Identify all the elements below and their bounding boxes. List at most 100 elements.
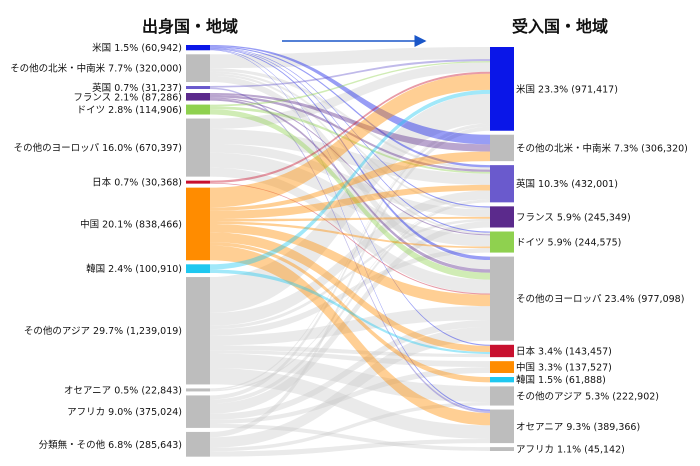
- source-label-de: ドイツ 2.8% (114,906): [77, 105, 182, 116]
- flows-layer: [210, 45, 490, 457]
- source-node-jp[interactable]: [186, 180, 210, 184]
- source-label-oeu: その他のヨーロッパ 16.0% (670,397): [14, 142, 182, 154]
- source-nodes: 米国 1.5% (60,942) その他の北米・中南米 7.7% (320,000…: [10, 42, 210, 457]
- flow-ribbon-oas-to-cn: [210, 350, 490, 368]
- flow-ribbon-jp-to-oeu: [210, 182, 490, 295]
- source-label-uk: 英国 0.7% (31,237): [92, 82, 182, 94]
- target-label-cn: 中国 3.3% (137,527): [516, 362, 612, 374]
- source-label-cn: 中国 20.1% (838,466): [80, 218, 182, 230]
- target-node-oam[interactable]: [490, 134, 514, 162]
- target-node-kr[interactable]: [490, 377, 514, 383]
- flow-ribbon-oas-to-de: [210, 248, 490, 336]
- flow-ribbon-cn-to-jp: [210, 232, 490, 353]
- flow-ribbon-oam-to-fr: [210, 71, 490, 210]
- flow-ribbon-fr-to-oam: [210, 93, 490, 152]
- flow-ribbon-us-to-jp: [210, 49, 490, 346]
- flow-ribbon-us-to-oc: [210, 49, 490, 411]
- flow-ribbon-de-to-uk: [210, 106, 490, 174]
- flow-ribbon-uk-to-oc: [210, 87, 490, 413]
- flow-ribbon-oas-to-uk: [210, 190, 490, 326]
- source-node-kr[interactable]: [186, 264, 210, 274]
- source-label-fr: フランス 2.1% (87,286): [73, 92, 182, 103]
- flow-ribbon-cn-to-oeu: [210, 223, 490, 307]
- flow-ribbon-oam-to-uk: [210, 68, 490, 170]
- target-label-jp: 日本 3.4% (143,457): [516, 345, 612, 357]
- source-node-us[interactable]: [186, 45, 210, 51]
- flow-ribbon-fr-to-de: [210, 97, 490, 236]
- flow-ribbon-us-to-oam: [210, 45, 490, 145]
- flow-ribbon-oas-to-oas: [210, 353, 490, 403]
- target-node-uk[interactable]: [490, 165, 514, 203]
- target-label-oam: その他の北米・中南米 7.3% (306,320): [516, 142, 688, 154]
- target-node-oeu[interactable]: [490, 256, 514, 341]
- flow-ribbon-af-to-cn: [210, 367, 490, 424]
- flow-ribbon-us-to-fr: [210, 47, 490, 208]
- flow-ribbon-oas-to-oeu: [210, 306, 490, 346]
- right-title: 受入国・地域: [512, 17, 608, 36]
- flow-ribbon-oas-to-us: [210, 93, 490, 313]
- source-node-oc[interactable]: [186, 388, 210, 392]
- target-node-af[interactable]: [490, 447, 514, 451]
- source-label-af: アフリカ 9.0% (375,024): [67, 407, 182, 418]
- source-node-un[interactable]: [186, 431, 210, 457]
- source-label-oc: オセアニア 0.5% (22,843): [64, 385, 182, 396]
- source-node-cn[interactable]: [186, 187, 210, 261]
- target-node-us[interactable]: [490, 47, 514, 131]
- flow-ribbon-cn-to-kr: [210, 242, 490, 383]
- target-nodes: 米国 23.3% (971,417) その他の北米・中南米 7.3% (306,3…: [490, 47, 688, 456]
- source-node-oas[interactable]: [186, 277, 210, 385]
- flow-ribbon-un-to-oeu: [210, 326, 490, 448]
- flow-ribbon-cn-to-oc: [210, 245, 490, 426]
- source-node-uk[interactable]: [186, 86, 210, 90]
- flow-ribbon-oam-to-de: [210, 73, 490, 235]
- flow-ribbon-oeu-to-us: [210, 62, 490, 129]
- flow-ribbon-oam-to-us: [210, 47, 490, 69]
- flow-ribbon-un-to-oc: [210, 439, 490, 457]
- flow-ribbon-oas-to-jp: [210, 345, 490, 358]
- flow-ribbon-oc-to-us: [210, 123, 490, 390]
- target-node-cn[interactable]: [490, 361, 514, 374]
- flow-ribbon-oeu-to-oeu: [210, 167, 490, 294]
- source-node-de[interactable]: [186, 104, 210, 115]
- flow-ribbon-oeu-to-fr: [210, 143, 490, 217]
- target-node-de[interactable]: [490, 231, 514, 253]
- flow-ribbon-un-to-us: [210, 126, 490, 438]
- flow-ribbon-cn-to-uk: [210, 184, 490, 220]
- flow-ribbon-de-to-us: [210, 61, 490, 107]
- source-label-kr: 韓国 2.4% (100,910): [86, 264, 182, 275]
- source-label-un: 分類無・その他 6.8% (285,643): [39, 439, 182, 451]
- target-label-uk: 英国 10.3% (432,001): [516, 178, 618, 190]
- source-node-fr[interactable]: [186, 93, 210, 101]
- target-label-oas: その他のアジア 5.3% (222,902): [516, 390, 659, 402]
- flow-ribbon-kr-to-jp: [210, 269, 490, 355]
- flow-ribbon-us-to-oeu: [210, 48, 490, 261]
- flow-ribbon-us-to-uk: [210, 46, 490, 168]
- flow-ribbon-af-to-uk: [210, 200, 490, 404]
- target-node-fr[interactable]: [490, 206, 514, 228]
- flow-ribbon-oam-to-oeu: [210, 75, 490, 270]
- target-label-oc: オセアニア 9.3% (389,366): [516, 422, 640, 433]
- flow-ribbon-oeu-to-uk: [210, 128, 490, 185]
- source-node-oam[interactable]: [186, 54, 210, 83]
- source-label-us: 米国 1.5% (60,942): [92, 42, 182, 54]
- left-title: 出身国・地域: [142, 17, 238, 36]
- target-label-oeu: その他のヨーロッパ 23.4% (977,098): [516, 293, 684, 305]
- source-label-jp: 日本 0.7% (30,368): [92, 177, 182, 189]
- flow-ribbon-fr-to-oeu: [210, 98, 490, 273]
- target-node-oc[interactable]: [490, 409, 514, 444]
- flow-ribbon-kr-to-us: [210, 89, 490, 270]
- flow-ribbon-jp-to-us: [210, 71, 490, 183]
- flow-ribbon-cn-to-de: [210, 221, 490, 249]
- target-node-oas[interactable]: [490, 386, 514, 406]
- target-label-af: アフリカ 1.1% (45,142): [516, 445, 625, 456]
- source-node-oeu[interactable]: [186, 118, 210, 177]
- flow-ribbon-af-to-oeu: [210, 320, 490, 420]
- target-node-jp[interactable]: [490, 344, 514, 358]
- source-node-af[interactable]: [186, 395, 210, 428]
- flow-ribbon-oas-to-oc: [210, 368, 490, 440]
- flow-ribbon-af-to-us: [210, 124, 490, 400]
- flow-ribbon-af-to-af: [210, 423, 490, 451]
- target-label-fr: フランス 5.9% (245,349): [516, 212, 631, 223]
